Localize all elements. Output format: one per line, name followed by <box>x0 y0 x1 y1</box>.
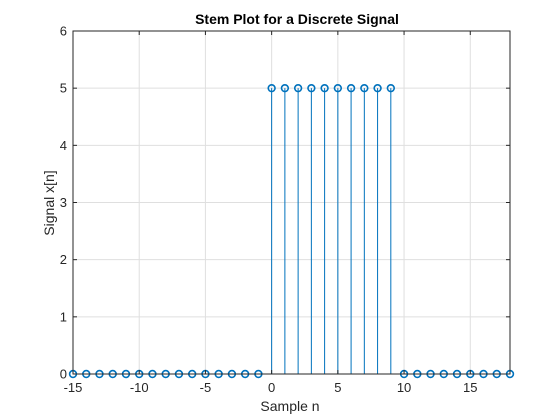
y-tick-label: 3 <box>60 195 67 210</box>
y-tick-label: 5 <box>60 81 67 96</box>
x-tick-label: 5 <box>334 380 341 395</box>
y-axis-label: Signal x[n] <box>41 170 57 235</box>
x-tick-label: 15 <box>463 380 477 395</box>
stem-marker <box>373 83 382 93</box>
stem-marker <box>386 83 396 93</box>
x-tick-label: 10 <box>397 380 411 395</box>
chart-title: Stem Plot for a Discrete Signal <box>195 11 399 27</box>
stem-series <box>68 83 515 379</box>
x-axis-label: Sample n <box>260 398 319 414</box>
y-tick-label: 4 <box>60 138 67 153</box>
ticks: -15 -10 -5 0 5 10 15 0 1 2 3 4 5 6 <box>60 24 478 396</box>
stem-marker <box>346 83 356 93</box>
y-tick-label: 2 <box>60 252 67 267</box>
y-tick-label: 0 <box>60 367 67 382</box>
grid <box>72 30 510 375</box>
y-tick-label: 1 <box>60 309 67 324</box>
axes <box>72 30 511 375</box>
stem-marker <box>307 83 316 93</box>
stem-marker <box>267 83 276 93</box>
stem-marker <box>360 83 369 93</box>
x-tick-label: 0 <box>268 380 275 395</box>
stem-marker <box>320 83 329 93</box>
x-tick-label: -10 <box>130 380 149 395</box>
y-tick-label: 6 <box>60 24 67 39</box>
stem-marker <box>293 83 303 93</box>
stem-marker <box>280 83 290 93</box>
x-tick-label: -5 <box>200 380 212 395</box>
x-tick-label: -15 <box>64 380 83 395</box>
stem-marker <box>333 83 343 93</box>
